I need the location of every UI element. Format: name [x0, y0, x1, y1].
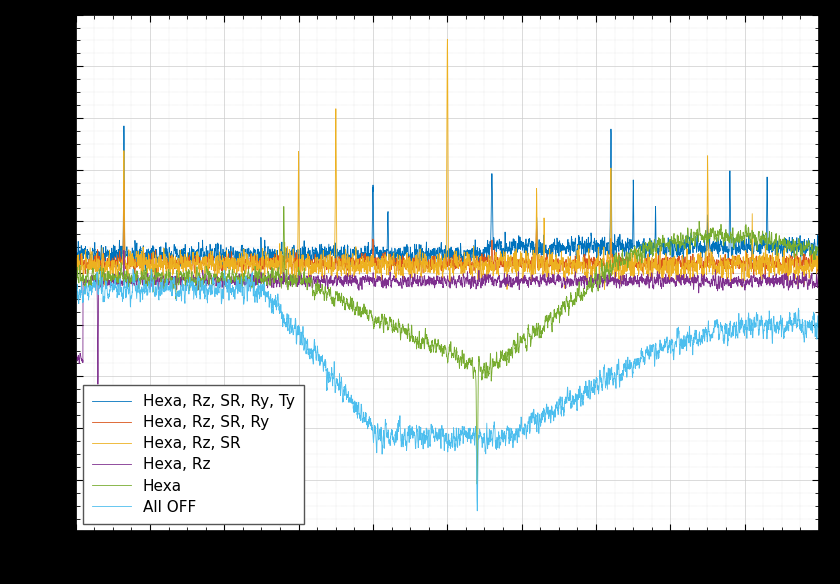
Hexa, Rz, SR, Ry, Ty [119, 123, 129, 130]
Hexa, Rz, SR, Ry, Ty [554, 240, 564, 247]
Hexa, Rz, SR, Ry, Ty [341, 270, 351, 277]
Hexa, Rz, SR, Ry [682, 265, 692, 272]
Hexa, Rz, SR, Ry [71, 249, 81, 256]
Line: Hexa, Rz, SR: Hexa, Rz, SR [76, 39, 819, 290]
Hexa, Rz, SR, Ry, Ty [354, 251, 365, 258]
All OFF [554, 401, 564, 408]
Hexa, Rz, SR [554, 259, 564, 266]
Hexa, Rz, SR [502, 286, 512, 293]
Hexa, Rz, SR, Ry [517, 264, 527, 271]
Hexa [682, 236, 692, 243]
Hexa [626, 247, 636, 254]
Hexa, Rz [554, 275, 564, 282]
Hexa [206, 273, 216, 280]
Hexa, Rz, SR [206, 252, 216, 259]
Hexa [71, 281, 81, 288]
Hexa [554, 315, 564, 322]
Line: Hexa, Rz: Hexa, Rz [76, 251, 819, 384]
Hexa, Rz, SR [626, 263, 636, 270]
Hexa, Rz, SR, Ry [119, 177, 129, 184]
Hexa, Rz, SR, Ry, Ty [206, 249, 216, 256]
Hexa [472, 481, 482, 488]
Hexa, Rz, SR [517, 250, 527, 257]
Hexa, Rz, SR, Ry [626, 261, 636, 268]
Hexa, Rz, SR, Ry, Ty [682, 232, 692, 239]
All OFF [682, 331, 692, 338]
Hexa, Rz [682, 276, 692, 283]
Hexa, Rz [71, 358, 81, 365]
Hexa, Rz, SR, Ry [554, 259, 564, 266]
Legend: Hexa, Rz, SR, Ry, Ty, Hexa, Rz, SR, Ry, Hexa, Rz, SR, Hexa, Rz, Hexa, All OFF: Hexa, Rz, SR, Ry, Ty, Hexa, Rz, SR, Ry, … [83, 385, 304, 524]
Hexa, Rz, SR [682, 251, 692, 258]
Hexa, Rz, SR, Ry [206, 255, 216, 262]
Hexa, Rz, SR, Ry [664, 274, 674, 281]
Hexa, Rz [206, 272, 216, 279]
Hexa, Rz, SR, Ry [354, 260, 365, 267]
Hexa, Rz [119, 247, 129, 254]
All OFF [71, 277, 81, 284]
Hexa, Rz [814, 280, 824, 287]
Hexa, Rz, SR [71, 272, 81, 279]
Hexa, Rz [517, 275, 527, 282]
Hexa, Rz, SR, Ry, Ty [71, 236, 81, 243]
Hexa, Rz [354, 275, 365, 282]
Hexa [814, 253, 824, 260]
Hexa, Rz, SR, Ry, Ty [517, 242, 527, 249]
Hexa [517, 338, 527, 345]
All OFF [517, 425, 527, 432]
Hexa, Rz, SR, Ry [814, 258, 824, 265]
Hexa, Rz, SR, Ry, Ty [814, 248, 824, 255]
All OFF [472, 507, 482, 515]
Line: All OFF: All OFF [76, 269, 819, 511]
Hexa, Rz, SR [814, 269, 824, 276]
Hexa, Rz, SR, Ry, Ty [626, 248, 636, 255]
Hexa, Rz, SR [443, 36, 453, 43]
Hexa [279, 203, 289, 210]
Hexa, Rz [626, 275, 636, 282]
Line: Hexa, Rz, SR, Ry, Ty: Hexa, Rz, SR, Ry, Ty [76, 126, 819, 273]
All OFF [814, 322, 824, 329]
Line: Hexa, Rz, SR, Ry: Hexa, Rz, SR, Ry [76, 180, 819, 277]
Hexa, Rz [93, 381, 103, 388]
All OFF [626, 363, 636, 370]
All OFF [354, 412, 365, 419]
Line: Hexa: Hexa [76, 207, 819, 484]
All OFF [146, 265, 156, 272]
Hexa, Rz, SR [354, 263, 365, 270]
All OFF [206, 285, 216, 292]
Hexa [354, 305, 365, 312]
